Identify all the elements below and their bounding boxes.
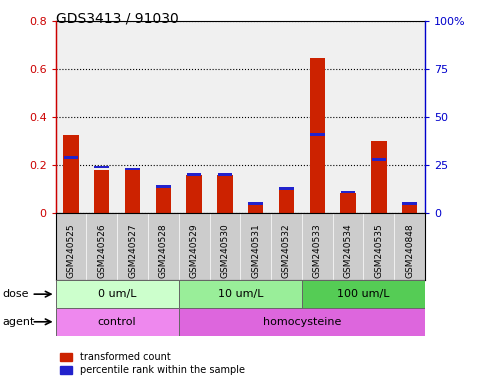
Bar — [125, 167, 140, 170]
Text: GSM240529: GSM240529 — [190, 223, 199, 278]
Text: GSM240534: GSM240534 — [343, 223, 353, 278]
Text: GSM240527: GSM240527 — [128, 223, 137, 278]
Bar — [125, 169, 140, 213]
Text: homocysteine: homocysteine — [263, 317, 341, 327]
Bar — [248, 202, 263, 205]
Text: 0 um/L: 0 um/L — [98, 289, 136, 299]
Text: GSM240525: GSM240525 — [67, 223, 75, 278]
Text: GSM240533: GSM240533 — [313, 223, 322, 278]
Bar — [402, 202, 417, 205]
Text: 100 um/L: 100 um/L — [337, 289, 390, 299]
Bar — [156, 188, 171, 213]
Bar — [402, 204, 417, 213]
Text: GSM240530: GSM240530 — [220, 223, 229, 278]
Text: GSM240531: GSM240531 — [251, 223, 260, 278]
Bar — [64, 156, 78, 159]
Bar — [310, 133, 325, 136]
Bar — [302, 280, 425, 308]
Bar — [56, 280, 179, 308]
Text: GSM240848: GSM240848 — [405, 223, 414, 278]
Text: dose: dose — [2, 289, 29, 299]
Text: GDS3413 / 91030: GDS3413 / 91030 — [56, 12, 178, 25]
Text: agent: agent — [2, 317, 35, 327]
Bar — [94, 170, 110, 213]
Bar — [310, 58, 325, 213]
Text: control: control — [98, 317, 136, 327]
Text: GSM240535: GSM240535 — [374, 223, 384, 278]
Bar — [279, 187, 294, 190]
Bar — [156, 185, 170, 188]
Bar — [56, 308, 179, 336]
Bar — [341, 190, 355, 194]
Bar — [186, 175, 202, 213]
Text: 10 um/L: 10 um/L — [217, 289, 263, 299]
Bar — [217, 173, 232, 176]
Bar — [341, 193, 356, 213]
Text: GSM240528: GSM240528 — [159, 223, 168, 278]
Bar — [248, 205, 263, 213]
Bar — [63, 135, 79, 213]
Bar — [179, 280, 302, 308]
Text: GSM240526: GSM240526 — [97, 223, 106, 278]
Bar — [279, 188, 294, 213]
Legend: transformed count, percentile rank within the sample: transformed count, percentile rank withi… — [60, 353, 245, 375]
Bar — [187, 173, 201, 176]
Bar — [371, 158, 386, 161]
Bar — [179, 308, 425, 336]
Bar — [371, 141, 386, 213]
Text: GSM240532: GSM240532 — [282, 223, 291, 278]
Bar — [94, 166, 109, 169]
Bar — [217, 175, 233, 213]
